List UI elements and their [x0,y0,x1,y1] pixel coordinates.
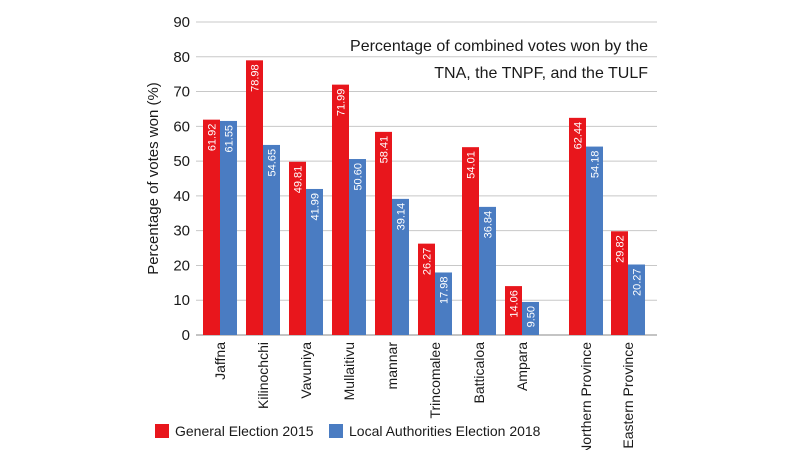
x-tick-label-eastern-province: Eastern Province [620,342,636,449]
y-tick-label-40: 40 [173,188,190,205]
x-tick-label-trincomalee: Trincomalee [427,342,443,419]
x-tick-label-jaffna: Jaffna [212,342,228,380]
data-label-local-authorities-election-2018-kilinochchi: 54.65 [267,149,279,177]
bar-local-authorities-election-2018-mullaitivu [349,159,366,335]
bar-general-election-2015-kilinochchi [246,60,263,336]
data-label-local-authorities-election-2018-jaffna: 61.55 [224,125,236,153]
data-label-general-election-2015-mullaitivu: 71.99 [336,89,348,117]
bar-general-election-2015-mannar [375,131,392,335]
bars [203,60,645,336]
data-label-local-authorities-election-2018-trincomalee: 17.98 [439,276,451,304]
data-label-local-authorities-election-2018-batticaloa: 36.84 [483,211,495,239]
y-tick-label-90: 90 [173,14,190,31]
data-label-local-authorities-election-2018-vavuniya: 41.99 [310,193,322,221]
y-tick-label-0: 0 [182,327,190,344]
x-axis-categories: Jaffna Kilinochchi Vavuniya Mullaitivu manna… [212,342,636,450]
legend-swatch-local-authorities-election-2018 [329,424,343,438]
y-tick-label-50: 50 [173,153,190,170]
bar-general-election-2015-trincomalee [418,243,435,335]
bar-local-authorities-election-2018-northern-province [586,146,603,335]
y-tick-label-30: 30 [173,223,190,240]
bar-local-authorities-election-2018-eastern-province [628,264,645,335]
bar-local-authorities-election-2018-kilinochchi [263,144,280,335]
data-label-general-election-2015-trincomalee: 26.27 [422,248,434,276]
data-label-general-election-2015-eastern-province: 29.82 [615,235,627,263]
legend-label-local-authorities-election-2018: Local Authorities Election 2018 [349,423,541,439]
bar-general-election-2015-northern-province [569,117,586,335]
bar-general-election-2015-jaffna [203,119,220,335]
x-tick-label-northern-province: Northern Province [578,342,594,450]
y-tick-label-80: 80 [173,49,190,66]
bar-local-authorities-election-2018-vavuniya [306,188,323,335]
data-label-local-authorities-election-2018-northern-province: 54.18 [590,151,602,179]
data-label-general-election-2015-northern-province: 62.44 [573,122,585,150]
y-axis-ticks: 0 10 20 30 40 50 60 70 80 90 [173,14,190,344]
data-label-local-authorities-election-2018-ampara: 9.50 [526,306,538,327]
bar-local-authorities-election-2018-ampara [522,301,539,335]
legend-label-general-election-2015: General Election 2015 [175,423,314,439]
bar-local-authorities-election-2018-mannar [392,198,409,335]
data-label-local-authorities-election-2018-mullaitivu: 50.60 [353,163,365,191]
bar-local-authorities-election-2018-trincomalee [435,272,452,335]
data-label-general-election-2015-ampara: 14.06 [509,290,521,318]
bar-general-election-2015-vavuniya [289,161,306,335]
x-tick-label-ampara: Ampara [514,342,530,391]
chart-title-line-1: Percentage of combined votes won by the [350,38,648,55]
bar-local-authorities-election-2018-batticaloa [479,206,496,335]
data-labels: 61.92 61.55 78.98 54.65 49.81 41.99 71.99 50.60… [207,64,644,327]
y-axis-label: Percentage of votes won (%) [145,82,162,275]
y-tick-label-10: 10 [173,292,190,309]
legend: General Election 2015 Local Authorities … [155,423,541,439]
x-tick-label-batticaloa: Batticaloa [471,342,487,404]
bar-local-authorities-election-2018-jaffna [220,120,237,335]
x-tick-label-kilinochchi: Kilinochchi [255,342,271,409]
legend-swatch-general-election-2015 [155,424,169,438]
bar-general-election-2015-ampara [505,286,522,335]
y-tick-label-70: 70 [173,84,190,101]
data-label-general-election-2015-kilinochchi: 78.98 [250,64,262,92]
x-tick-label-mullaitivu: Mullaitivu [341,342,357,400]
data-label-general-election-2015-vavuniya: 49.81 [293,166,305,194]
y-tick-label-20: 20 [173,257,190,274]
bar-general-election-2015-batticaloa [462,147,479,335]
y-tick-label-60: 60 [173,118,190,135]
x-tick-label-mannar: mannar [384,342,400,390]
bar-general-election-2015-eastern-province [611,231,628,335]
data-label-local-authorities-election-2018-eastern-province: 20.27 [632,269,644,297]
x-tick-label-vavuniya: Vavuniya [298,342,314,399]
data-label-general-election-2015-mannar: 58.41 [379,136,391,164]
bar-general-election-2015-mullaitivu [332,84,349,335]
data-label-general-election-2015-jaffna: 61.92 [207,124,219,152]
data-label-general-election-2015-batticaloa: 54.01 [466,151,478,179]
chart-title-line-2: TNA, the TNPF, and the TULF [434,65,648,82]
data-label-local-authorities-election-2018-mannar: 39.14 [396,203,408,231]
